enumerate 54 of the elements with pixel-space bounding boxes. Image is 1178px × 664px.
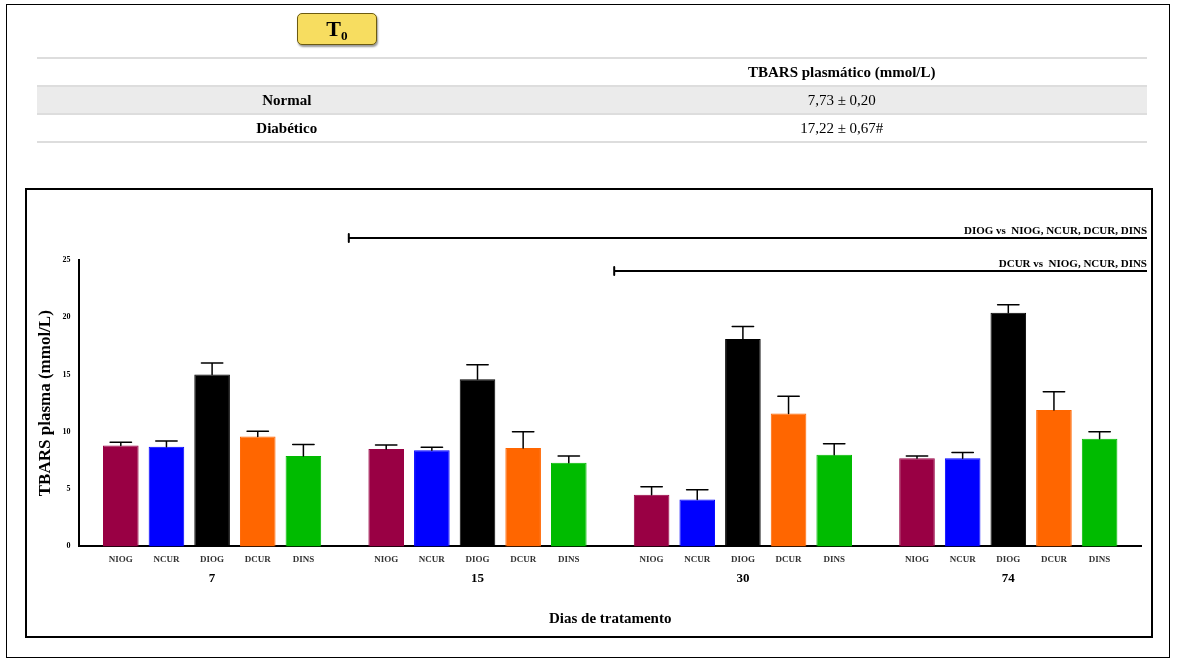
x-tick-label: 15 — [471, 569, 485, 585]
bar — [1081, 438, 1118, 547]
y-axis-title: TBARS plasma (mmol/L) — [34, 310, 54, 497]
text: NIOG — [374, 554, 399, 565]
text: NIOG — [639, 554, 664, 565]
bar — [816, 454, 852, 547]
text: DINS — [1088, 554, 1111, 565]
text: NCUR — [949, 554, 976, 565]
text: DIOG — [996, 554, 1021, 565]
x-axis-title: Dias de tratamento — [548, 609, 672, 626]
text: DCUR — [1040, 554, 1067, 565]
bar — [633, 494, 670, 547]
bar — [239, 436, 276, 547]
text: DCUR — [775, 554, 802, 565]
y-tick-label: 10 — [62, 426, 71, 436]
bar — [770, 413, 807, 547]
bar — [103, 445, 139, 547]
text: DIOG — [465, 554, 490, 565]
text: DCUR — [510, 554, 537, 565]
bar — [368, 449, 405, 547]
y-tick-label: 25 — [62, 255, 71, 265]
series-label: DINS — [292, 554, 315, 565]
x-tick-label: 74 — [1001, 569, 1016, 585]
text: TBARS plasmático (mmol/L) — [747, 62, 937, 82]
series-label: DIOG — [200, 554, 225, 565]
y-tick-label: 0 — [66, 541, 71, 551]
text: DINS — [823, 554, 845, 565]
text: DIOG — [730, 554, 755, 565]
text: Diabético — [255, 118, 319, 138]
text: NCUR — [684, 554, 711, 565]
series-label: DCUR — [244, 554, 272, 565]
bar — [944, 458, 981, 547]
text: DINS — [558, 554, 580, 565]
series-label: NCUR — [153, 554, 180, 565]
bar — [551, 462, 587, 547]
bar — [148, 446, 185, 547]
bar — [505, 447, 541, 547]
x-tick-label: 7 — [208, 569, 216, 585]
x-tick-label: 30 — [736, 569, 750, 585]
y-tick-label: 20 — [62, 312, 71, 322]
y-tick-label: 15 — [62, 369, 71, 379]
annotation: DCUR vs NIOG, NCUR, DINS — [998, 257, 1147, 270]
bar — [679, 499, 716, 547]
text: T₀ — [297, 13, 377, 45]
series-label: NIOG — [108, 554, 133, 565]
text: NCUR — [418, 554, 445, 565]
bar — [414, 450, 450, 547]
bar — [899, 458, 935, 547]
y-tick-label: 5 — [66, 484, 71, 494]
bar — [1036, 410, 1072, 547]
bar — [285, 455, 322, 547]
text: 17,22 ± 0,67# — [799, 118, 885, 138]
text: NIOG — [904, 554, 930, 565]
text: DIOG vs NIOG, NCUR, DCUR, DINS — [963, 224, 1147, 237]
